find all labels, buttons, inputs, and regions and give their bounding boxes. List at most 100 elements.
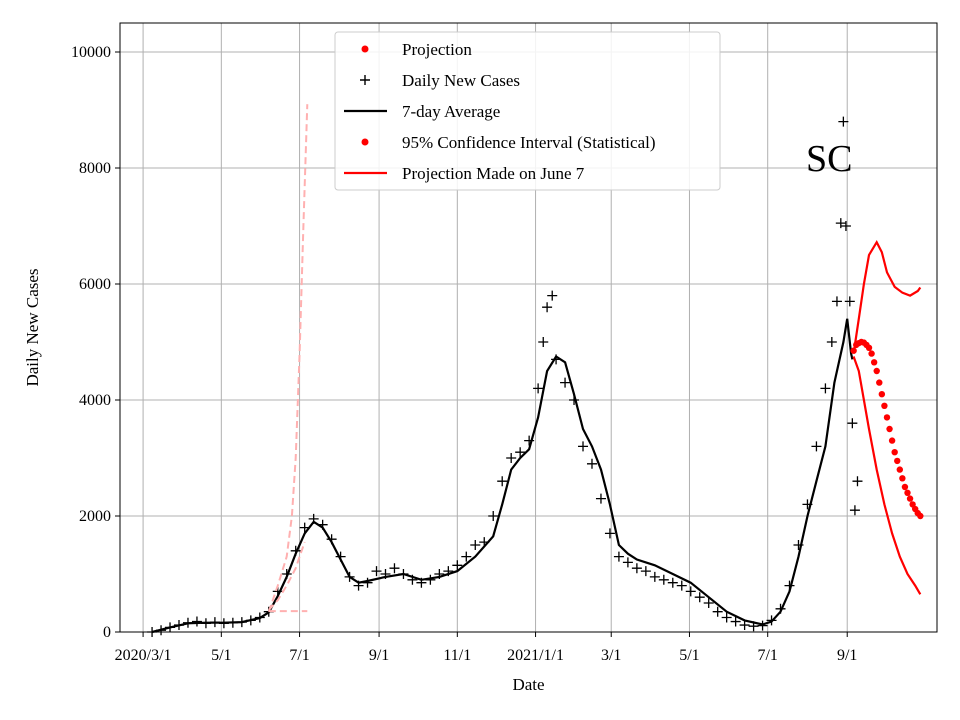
projection-point xyxy=(881,402,888,409)
plot-frame xyxy=(119,22,938,633)
legend-swatch-projection xyxy=(361,45,369,53)
legend: Projection Daily New Cases 7-day Average 95… xyxy=(334,31,721,191)
daily-case-marker xyxy=(452,560,463,571)
legend-box xyxy=(334,31,721,191)
y-tick-label: 0 xyxy=(103,624,111,641)
daily-case-marker xyxy=(515,447,526,458)
state-annotation: SC xyxy=(806,138,852,180)
daily-case-marker xyxy=(613,551,624,562)
daily-case-marker xyxy=(844,296,855,307)
legend-label-projection: Projection xyxy=(402,40,472,59)
projection-point xyxy=(878,391,886,398)
projection-made-on-june-7-line xyxy=(267,104,309,613)
projection-point xyxy=(883,414,891,421)
legend-label-projection-made-on-june-7: Projection Made on June 7 xyxy=(402,164,585,183)
series-95-confidence-interval-statistical xyxy=(852,239,922,354)
daily-case-marker xyxy=(640,566,651,577)
x-tick-label: 9/1 xyxy=(837,647,857,664)
y-tick-label: 4000 xyxy=(79,392,111,409)
projection-point xyxy=(886,425,893,433)
x-tick-label: 5/1 xyxy=(211,647,231,664)
daily-case-marker xyxy=(461,551,472,562)
daily-case-marker xyxy=(533,383,544,394)
daily-case-marker xyxy=(191,616,202,627)
x-tick-label: 7/1 xyxy=(289,647,309,664)
daily-case-marker xyxy=(849,505,860,516)
projection-point xyxy=(868,350,875,357)
y-axis-title: Daily New Cases xyxy=(23,268,42,386)
projection-point xyxy=(888,437,896,444)
daily-case-marker xyxy=(497,476,508,487)
projection-point xyxy=(891,449,898,456)
95-confidence-interval-statistical-line xyxy=(852,356,922,595)
daily-case-marker xyxy=(739,620,750,631)
projection-point xyxy=(904,489,911,496)
95-confidence-interval-statistical-line xyxy=(852,239,922,354)
daily-case-marker xyxy=(389,563,400,574)
daily-case-marker xyxy=(506,453,517,463)
y-tick-label: 2000 xyxy=(79,508,111,525)
x-tick-label: 3/1 xyxy=(601,647,621,664)
x-tick-label: 2020/3/1 xyxy=(115,647,172,664)
legend-swatch-daily-new-cases xyxy=(360,75,370,85)
projection-point xyxy=(870,359,878,366)
daily-case-marker xyxy=(703,598,714,608)
daily-case-marker xyxy=(847,418,858,429)
series-layer xyxy=(147,104,924,637)
x-axis-title: Date xyxy=(512,675,544,694)
x-tick-label: 11/1 xyxy=(443,647,471,664)
7-day-average-line xyxy=(151,318,854,634)
y-tick-label: 8000 xyxy=(79,160,111,177)
daily-case-marker xyxy=(538,337,549,347)
series-projection xyxy=(850,338,924,520)
series-95-confidence-interval-statistical xyxy=(852,356,922,595)
projection-point xyxy=(906,495,914,502)
daily-case-marker xyxy=(712,606,723,617)
daily-case-marker xyxy=(649,571,660,582)
daily-case-marker xyxy=(676,580,687,591)
x-tick-label: 2021/1/1 xyxy=(507,647,564,664)
daily-case-marker xyxy=(826,337,837,347)
y-tick-label: 6000 xyxy=(79,276,111,293)
projection-point xyxy=(865,344,873,351)
projection-point xyxy=(896,466,904,473)
ticks: 2020/3/1 5/1 7/1 9/1 11/1 2021/1/1 3/1 5/1 7/1 9/… xyxy=(71,44,857,664)
daily-case-marker xyxy=(658,574,669,585)
daily-case-marker xyxy=(560,377,571,388)
legend-swatch-95-confidence-interval-statistical xyxy=(361,138,369,146)
daily-case-marker xyxy=(542,302,553,313)
daily-case-marker xyxy=(831,296,842,307)
daily-case-marker xyxy=(547,290,558,301)
x-tick-label: 9/1 xyxy=(369,647,389,664)
daily-case-marker xyxy=(488,511,499,521)
daily-case-marker xyxy=(470,540,481,550)
daily-case-marker xyxy=(667,577,678,588)
y-tick-label: 10000 xyxy=(71,44,111,61)
daily-case-marker xyxy=(622,557,633,568)
daily-case-marker xyxy=(595,493,606,504)
daily-case-marker xyxy=(721,612,732,623)
series-projection-made-on-june-7 xyxy=(267,104,309,613)
x-tick-label: 7/1 xyxy=(757,647,777,664)
daily-case-marker xyxy=(811,441,822,452)
daily-case-marker xyxy=(586,458,597,469)
daily-case-marker xyxy=(604,528,615,539)
projection-point xyxy=(876,379,883,386)
x-tick-label: 5/1 xyxy=(679,647,699,664)
series-projection-made-on-june-7 xyxy=(268,541,306,611)
daily-case-marker xyxy=(838,116,849,127)
legend-label-daily-new-cases: Daily New Cases xyxy=(402,71,520,90)
projection-point xyxy=(917,512,924,520)
projection-point xyxy=(873,367,880,375)
daily-case-marker xyxy=(835,218,846,229)
projection-made-on-june-7-line xyxy=(268,541,306,611)
daily-case-marker xyxy=(852,476,863,487)
legend-label-7-day-average: 7-day Average xyxy=(402,102,500,121)
projection-point xyxy=(899,475,906,482)
daily-case-marker xyxy=(685,586,696,597)
projection-point xyxy=(901,483,909,491)
daily-case-marker xyxy=(631,563,642,574)
daily-case-marker xyxy=(840,221,851,231)
projection-point xyxy=(894,457,901,465)
daily-case-marker xyxy=(820,383,831,394)
